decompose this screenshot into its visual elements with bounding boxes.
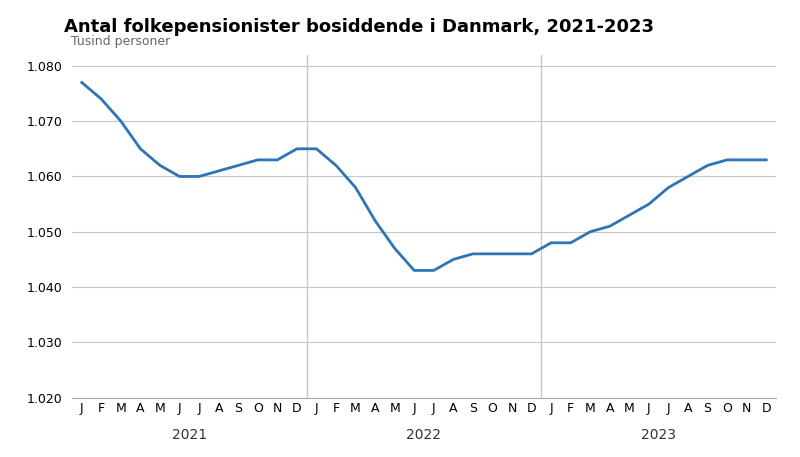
Text: Tusind personer: Tusind personer <box>71 35 170 48</box>
Text: Antal folkepensionister bosiddende i Danmark, 2021-2023: Antal folkepensionister bosiddende i Dan… <box>64 18 654 36</box>
Text: 2021: 2021 <box>172 428 207 442</box>
Text: 2022: 2022 <box>406 428 442 442</box>
Text: 2023: 2023 <box>641 428 676 442</box>
